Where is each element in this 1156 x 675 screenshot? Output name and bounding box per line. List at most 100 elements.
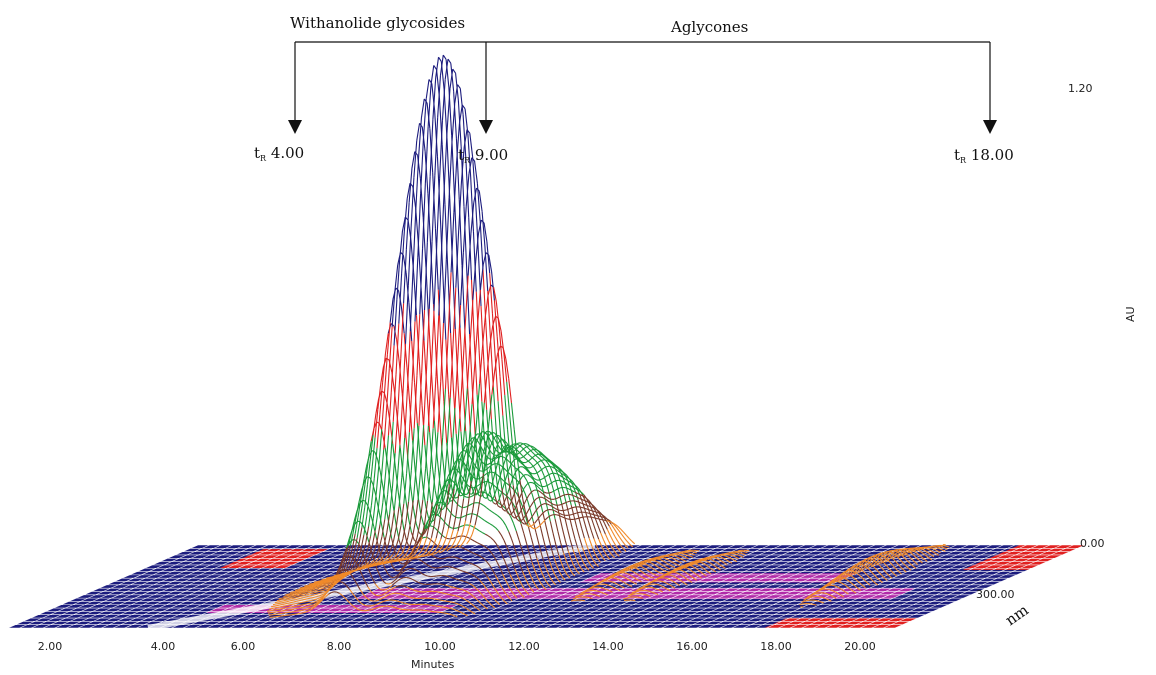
surface-trace-segment bbox=[533, 548, 538, 559]
surface-trace-segment bbox=[287, 596, 291, 599]
surface-trace-segment bbox=[851, 564, 855, 568]
surface-trace-segment bbox=[346, 559, 351, 569]
surface-trace-segment bbox=[406, 560, 411, 564]
surface-trace-segment bbox=[479, 221, 484, 270]
surface-trace-segment bbox=[441, 479, 446, 507]
surface-trace-segment bbox=[840, 575, 844, 580]
surface-trace-segment bbox=[403, 473, 408, 504]
surface-trace-segment bbox=[538, 459, 542, 463]
surface-trace-segment bbox=[304, 588, 308, 591]
surface-trace-segment bbox=[540, 467, 544, 471]
floor-grid-line bbox=[381, 544, 572, 629]
surface-trace-segment bbox=[572, 486, 576, 489]
surface-trace-segment bbox=[545, 474, 549, 478]
surface-trace-segment bbox=[496, 562, 501, 569]
surface-trace-segment bbox=[549, 504, 553, 508]
surface-trace-segment bbox=[535, 461, 540, 465]
surface-trace-segment bbox=[320, 580, 324, 583]
surface-trace-segment bbox=[658, 562, 663, 566]
surface-trace-segment bbox=[409, 500, 414, 523]
surface-trace-segment bbox=[288, 593, 293, 596]
surface-trace-segment bbox=[413, 375, 418, 429]
surface-trace-segment bbox=[419, 553, 424, 557]
surface-trace-segment bbox=[451, 539, 456, 546]
surface-trace-segment bbox=[521, 474, 526, 478]
surface-trace-segment bbox=[523, 475, 528, 481]
surface-trace-segment bbox=[903, 569, 907, 573]
surface-trace-segment bbox=[345, 545, 350, 557]
surface-trace-segment bbox=[920, 546, 924, 549]
surface-trace-segment bbox=[463, 206, 468, 272]
surface-trace-segment bbox=[361, 507, 366, 528]
surface-trace-segment bbox=[554, 507, 559, 511]
surface-trace-segment bbox=[447, 508, 452, 514]
surface-trace-segment bbox=[502, 508, 506, 512]
surface-trace-segment bbox=[508, 597, 513, 602]
surface-trace-segment bbox=[526, 543, 530, 554]
surface-trace-segment bbox=[610, 523, 615, 529]
surface-trace-segment bbox=[651, 567, 656, 571]
surface-trace-segment bbox=[315, 601, 319, 605]
surface-trace-segment bbox=[670, 556, 674, 560]
surface-trace-segment bbox=[589, 587, 593, 590]
surface-trace-segment bbox=[437, 289, 442, 350]
surface-trace-segment bbox=[622, 548, 627, 552]
surface-trace-segment bbox=[482, 252, 487, 265]
surface-trace-segment bbox=[268, 607, 272, 610]
surface-trace-segment bbox=[355, 502, 360, 518]
surface-trace-segment bbox=[320, 582, 324, 585]
surface-trace-segment bbox=[458, 611, 463, 614]
surface-trace-segment bbox=[386, 557, 391, 561]
surface-trace-segment bbox=[461, 104, 466, 110]
surface-trace-segment bbox=[640, 561, 645, 565]
surface-trace-segment bbox=[499, 345, 504, 349]
floor-grid-line bbox=[136, 544, 327, 629]
surface-trace-segment bbox=[421, 573, 426, 576]
floor-grid-line bbox=[684, 544, 876, 629]
surface-trace-segment bbox=[562, 529, 566, 542]
surface-trace-segment bbox=[430, 545, 434, 552]
surface-trace-segment bbox=[672, 569, 676, 572]
surface-trace-segment bbox=[416, 314, 421, 376]
surface-trace-segment bbox=[391, 453, 396, 489]
surface-trace-segment bbox=[297, 597, 302, 600]
surface-trace-segment bbox=[529, 471, 533, 475]
surface-trace-segment bbox=[416, 423, 421, 459]
surface-trace-segment bbox=[465, 173, 470, 208]
surface-trace-segment bbox=[394, 580, 399, 584]
surface-trace-segment bbox=[534, 471, 539, 475]
surface-trace-segment bbox=[305, 589, 309, 592]
surface-trace-segment bbox=[491, 511, 495, 514]
surface-trace-segment bbox=[486, 473, 491, 494]
surface-trace-segment bbox=[348, 561, 353, 570]
surface-trace-segment bbox=[546, 460, 551, 463]
surface-trace-segment bbox=[362, 593, 367, 598]
floor-grid-line bbox=[334, 544, 525, 629]
floor-grid-line bbox=[66, 544, 257, 629]
surface-trace-segment bbox=[607, 518, 611, 522]
surface-trace-segment bbox=[558, 554, 563, 564]
surface-trace-segment bbox=[472, 585, 476, 589]
surface-trace-segment bbox=[303, 611, 307, 614]
surface-trace-segment bbox=[308, 599, 312, 602]
surface-trace-segment bbox=[445, 612, 449, 615]
surface-trace-segment bbox=[645, 560, 650, 563]
surface-trace-segment bbox=[905, 549, 910, 553]
peak-surface bbox=[266, 54, 950, 619]
surface-trace-segment bbox=[483, 596, 488, 601]
surface-trace-segment bbox=[408, 470, 412, 502]
surface-trace-segment bbox=[300, 612, 304, 614]
surface-trace-segment bbox=[678, 565, 682, 569]
surface-trace-segment bbox=[878, 555, 883, 560]
surface-trace-segment bbox=[352, 555, 357, 565]
surface-trace-segment bbox=[609, 590, 613, 593]
surface-trace-segment bbox=[635, 590, 639, 593]
surface-trace-segment bbox=[306, 590, 310, 593]
surface-trace-segment bbox=[412, 208, 417, 270]
surface-trace-segment bbox=[881, 574, 885, 579]
surface-trace-segment bbox=[389, 421, 394, 463]
surface-trace-segment bbox=[579, 494, 584, 497]
surface-trace-segment bbox=[581, 516, 585, 519]
surface-trace-segment bbox=[480, 473, 485, 496]
surface-trace-segment bbox=[488, 432, 493, 436]
